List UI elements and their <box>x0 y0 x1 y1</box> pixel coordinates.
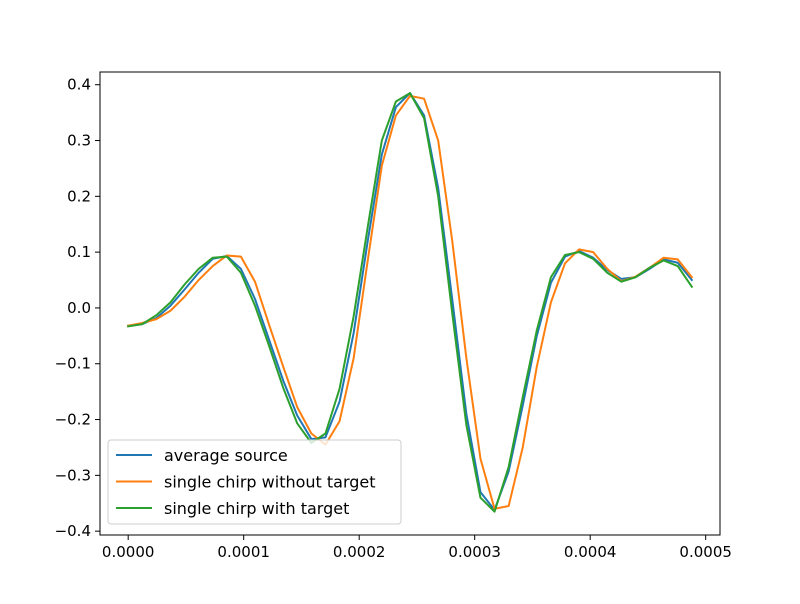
y-tick-label: −0.3 <box>55 466 91 484</box>
y-tick-label: −0.1 <box>55 355 91 373</box>
legend-label-1: single chirp without target <box>164 473 376 492</box>
y-tick-label: 0.0 <box>67 299 91 317</box>
x-tick-label: 0.0001 <box>217 543 270 561</box>
series-layer <box>127 92 694 513</box>
legend-label-2: single chirp with target <box>164 499 349 518</box>
y-tick-label: −0.4 <box>55 522 91 540</box>
legend-box <box>107 439 402 525</box>
y-tick-label: 0.4 <box>67 76 91 94</box>
legend-label-0: average source <box>164 446 288 465</box>
x-tick-label: 0.0003 <box>448 543 501 561</box>
y-tick-label: 0.2 <box>67 187 91 205</box>
series-line-2 <box>127 92 694 513</box>
y-tick-label: 0.1 <box>67 243 91 261</box>
x-tick-label: 0.0004 <box>564 543 617 561</box>
x-tick-label: 0.0002 <box>333 543 386 561</box>
y-axis: −0.4 −0.3 −0.2 −0.1 0.0 0.1 0.2 0.3 0.4 <box>55 76 100 540</box>
x-tick-label: 0.0000 <box>102 543 155 561</box>
series-line-1 <box>127 94 694 510</box>
plot-frame <box>99 71 721 536</box>
y-tick-label: −0.2 <box>55 411 91 429</box>
legend: average source single chirp without targe… <box>107 439 402 525</box>
x-tick-label: 0.0005 <box>679 543 732 561</box>
y-tick-label: 0.3 <box>67 132 91 150</box>
x-axis: 0.0000 0.0001 0.0002 0.0003 0.0004 0.0005 <box>102 535 732 561</box>
